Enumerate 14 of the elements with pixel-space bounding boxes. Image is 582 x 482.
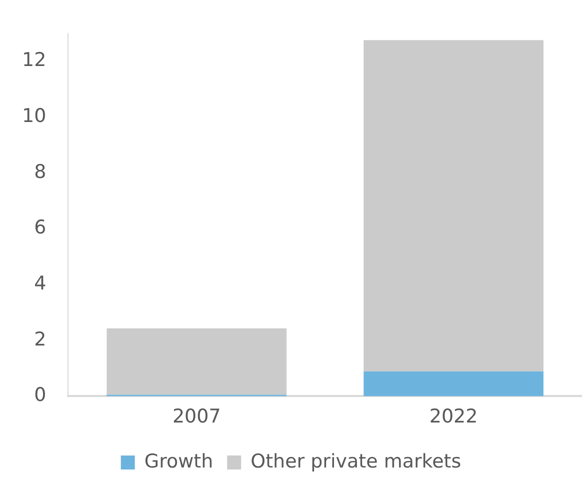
y-tick-label: 2 — [34, 328, 46, 350]
bar — [364, 371, 544, 396]
y-tick-label: 10 — [22, 105, 46, 128]
legend-label: Other private markets — [250, 450, 462, 472]
y-tick-label: 4 — [34, 272, 46, 295]
y-tick-label: 0 — [34, 384, 46, 406]
x-tick-label: 2007 — [172, 406, 221, 428]
bar — [106, 328, 287, 395]
legend-label: Growth — [144, 450, 214, 472]
x-tick-label: 2022 — [429, 406, 478, 428]
y-tick-label: 12 — [22, 49, 46, 72]
bar — [364, 40, 544, 372]
y-tick-label: 6 — [34, 216, 46, 239]
y-tick-label: 8 — [34, 160, 46, 183]
